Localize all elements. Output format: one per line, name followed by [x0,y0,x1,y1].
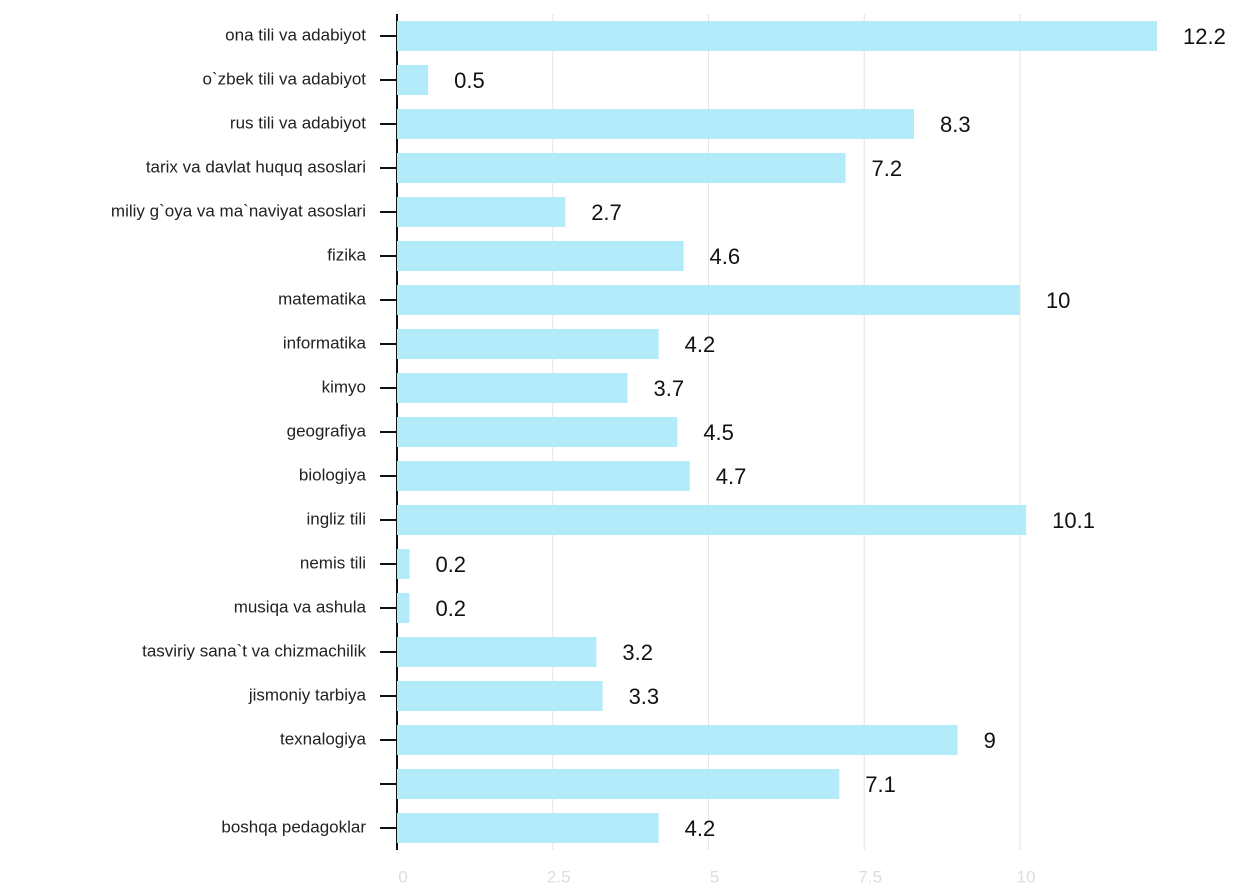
bar [397,461,690,491]
bar [397,153,846,183]
bar [397,769,840,799]
bar [397,109,915,139]
value-label: 10 [1046,288,1070,313]
y-tick-label: tasviriy sana`t va chizmachilik [142,641,366,660]
value-label: 12.2 [1183,24,1226,49]
value-label: 4.6 [710,244,741,269]
y-tick-label: tarix va davlat huquq asoslari [146,157,366,176]
value-label: 0.2 [435,596,466,621]
value-label: 7.1 [865,772,896,797]
y-tick-label: musiqa va ashula [234,597,367,616]
bar [397,373,628,403]
value-label: 8.3 [940,112,971,137]
x-tick-label: 0 [398,867,407,886]
y-tick-label: jismoniy tarbiya [248,685,367,704]
y-tick-label: matematika [278,289,366,308]
bar [397,65,429,95]
x-tick-label: 5 [710,867,719,886]
bar [397,637,597,667]
bar [397,505,1027,535]
value-label: 0.2 [435,552,466,577]
y-tick-label: fizika [327,245,366,264]
y-tick-label: kimyo [322,377,366,396]
value-label: 3.3 [629,684,660,709]
x-tick-label: 7.5 [858,867,882,886]
value-label: 3.2 [622,640,653,665]
bar [397,241,684,271]
value-label: 10.1 [1052,508,1095,533]
y-tick-label: rus tili va adabiyot [230,113,366,132]
bar [397,417,678,447]
value-label: 7.2 [872,156,903,181]
value-label: 0.5 [454,68,485,93]
y-tick-label: miliy g`oya va ma`naviyat asoslari [111,201,366,220]
x-tick-label: 2.5 [547,867,571,886]
y-tick-label: nemis tili [300,553,366,572]
y-tick-label: informatika [283,333,367,352]
y-tick-label: texnalogiya [280,729,367,748]
x-tick-label: 10 [1016,867,1035,886]
y-tick-label: boshqa pedagoklar [221,817,366,836]
bar [397,813,659,843]
value-label: 3.7 [653,376,684,401]
bar [397,681,603,711]
bar [397,285,1020,315]
bar [397,725,958,755]
value-label: 2.7 [591,200,622,225]
value-label: 9 [984,728,996,753]
value-label: 4.5 [703,420,734,445]
bar [397,197,566,227]
value-label: 4.2 [685,816,716,841]
bar [397,593,410,623]
y-tick-label: geografiya [287,421,367,440]
y-tick-label: ingliz tili [306,509,366,528]
value-label: 4.2 [685,332,716,357]
bar [397,329,659,359]
y-tick-label: biologiya [299,465,367,484]
bar [397,549,410,579]
y-tick-label: o`zbek tili va adabiyot [203,69,367,88]
bar [397,21,1157,51]
y-tick-label: ona tili va adabiyot [225,25,366,44]
value-label: 4.7 [716,464,747,489]
